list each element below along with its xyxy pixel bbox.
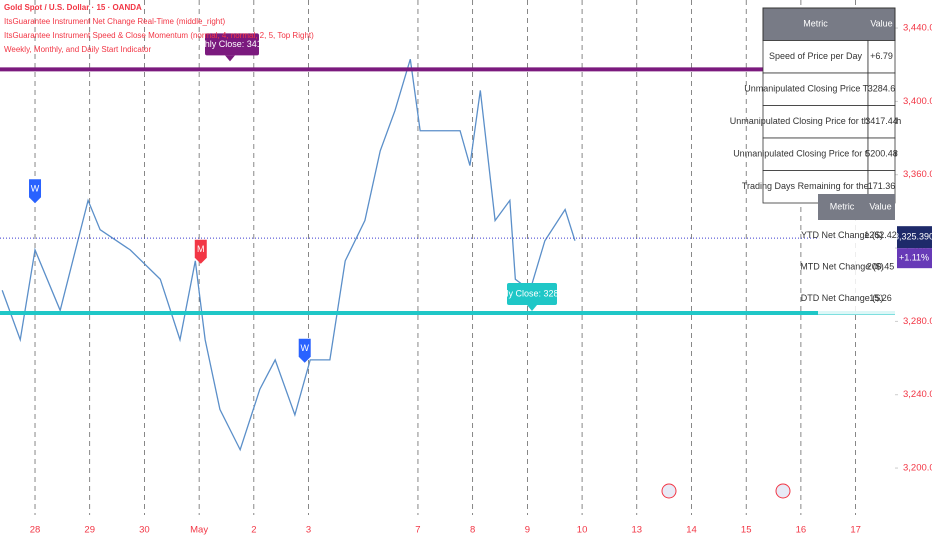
table-cell-text: YTD Net Change ($) — [801, 230, 883, 240]
table-row-bg — [818, 220, 895, 252]
x-tick-label: 9 — [525, 525, 530, 536]
table-header: Value — [869, 201, 891, 211]
change-badge — [897, 248, 932, 269]
table-cell-text: 15.26 — [869, 293, 892, 303]
x-tick-label: 30 — [139, 525, 150, 536]
x-tick-label: 7 — [415, 525, 420, 536]
y-tick-label: 3,440.000 — [903, 23, 932, 34]
change-badge-label: +1.11% — [899, 253, 929, 263]
x-tick-label: May — [190, 525, 208, 536]
table-cell-text: 1262.42 — [864, 230, 897, 240]
marker — [29, 179, 42, 204]
table-header-bg — [762, 7, 896, 41]
reference-label: Monthly Close: 3417.44 — [185, 39, 280, 49]
table-header: Metric — [803, 19, 828, 29]
x-tick-label: 10 — [577, 525, 588, 536]
price-badge — [897, 226, 932, 249]
table-cell-text: DTD Net Change ($) — [801, 293, 884, 303]
table-cell-text: 3284.6 — [868, 84, 896, 94]
marker — [194, 239, 207, 264]
legend-line: Weekly, Monthly, and Daily Start Indicat… — [4, 45, 152, 54]
table-row-bg — [818, 283, 895, 315]
x-tick-label: 29 — [84, 525, 95, 536]
table-cell-text: 5200.48 — [865, 149, 898, 159]
marker-label: M — [197, 244, 205, 254]
table-cell-text: +6.79 — [870, 51, 893, 61]
x-tick-label: 15 — [741, 525, 752, 536]
y-tick-label: 3,280.000 — [903, 316, 932, 327]
table-cell — [762, 72, 869, 106]
table-cell — [867, 40, 896, 74]
price-line — [1, 59, 576, 452]
table-cell-text: Unmanipulated Closing Price for the Mont… — [730, 116, 902, 126]
legend-line: ItsGuarantee Instrument Net Change Real-… — [4, 17, 225, 26]
table-cell-text: 200.45 — [867, 262, 895, 272]
table-cell-text: Trading Days Remaining for the Year — [742, 181, 889, 191]
y-tick-label: 3,400.000 — [903, 96, 932, 107]
reference-label-pointer — [225, 55, 235, 62]
marker — [298, 338, 311, 363]
marker-label: W — [300, 343, 309, 353]
y-tick-label: 3,360.000 — [903, 169, 932, 180]
reference-label-box — [507, 282, 557, 305]
x-tick-label: 14 — [686, 525, 697, 536]
table-cell-text: 171.36 — [868, 181, 896, 191]
table-header-bg — [818, 194, 895, 220]
price-badge-label: 3,325.390 — [894, 232, 932, 242]
table-cell — [867, 137, 896, 171]
table-cell-text: MTD Net Change ($) — [800, 262, 884, 272]
table-cell-text: Unmanipulated Closing Price Today — [744, 84, 887, 94]
x-tick-label: 17 — [850, 525, 861, 536]
x-tick-label: 3 — [306, 525, 311, 536]
x-tick-label: 28 — [30, 525, 41, 536]
event-icon — [661, 483, 791, 499]
legend-line: Gold Spot / U.S. Dollar · 15 · OANDA — [4, 3, 142, 12]
x-tick-label: 2 — [251, 525, 256, 536]
table-cell-text: Unmanipulated Closing Price for the Year — [733, 149, 898, 159]
table-header: Value — [870, 19, 892, 29]
legend-line: ItsGuarantee Instrument Speed & Close Mo… — [4, 31, 314, 40]
table-cell-text: Speed of Price per Day — [769, 51, 863, 61]
reference-label-box — [205, 33, 259, 56]
y-tick-label: 3,200.000 — [903, 463, 932, 474]
table-cell — [867, 105, 896, 139]
reference-label: Daily Close: 3284.6 — [493, 288, 571, 298]
x-tick-label: 8 — [470, 525, 475, 536]
table-row-bg — [818, 251, 895, 283]
table-cell-text: 3417.44 — [865, 116, 898, 126]
reference-label-pointer — [527, 304, 537, 311]
x-tick-label: 13 — [631, 525, 642, 536]
y-tick-label: 3,240.000 — [903, 389, 932, 400]
marker-label: W — [31, 184, 40, 194]
x-tick-label: 16 — [796, 525, 807, 536]
table-header: Metric — [830, 201, 855, 211]
